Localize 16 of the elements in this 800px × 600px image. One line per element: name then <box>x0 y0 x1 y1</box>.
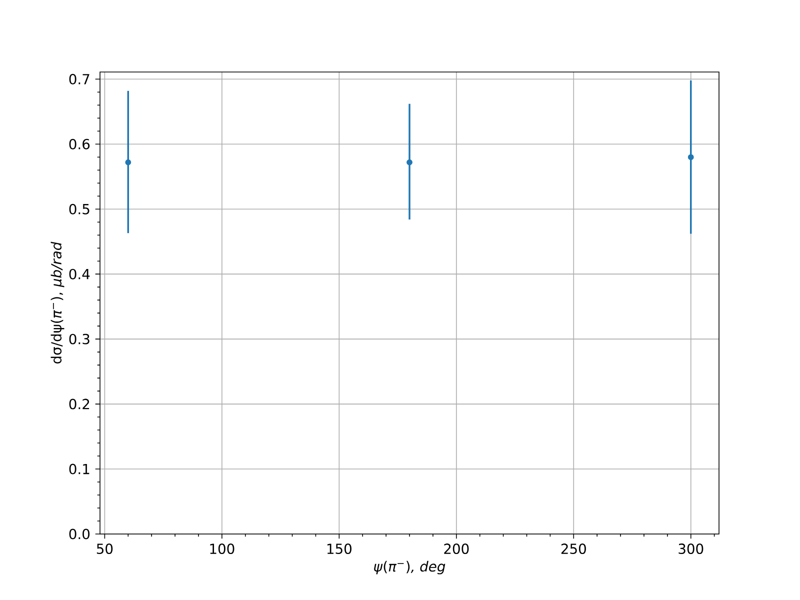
y-tick-label: 0.4 <box>69 268 90 280</box>
y-tick-label: 0.1 <box>69 464 90 474</box>
y-tick-label: 0.7 <box>69 74 90 84</box>
y-tick-label: 0.6 <box>69 138 90 150</box>
x-tick-label: 200 <box>444 544 469 554</box>
y-tick-label: 0.2 <box>69 398 90 410</box>
y-tick-label: 0.3 <box>69 334 90 344</box>
x-tick-label: 50 <box>96 544 113 554</box>
x-tick-label: 150 <box>327 544 352 554</box>
y-tick-label: 0.5 <box>69 204 90 214</box>
x-axis-title: ψ(π$^{−}$), deg <box>374 560 446 574</box>
x-tick-label: 250 <box>561 544 586 554</box>
x-tick-label: 100 <box>210 544 234 554</box>
x-tick-label: 300 <box>678 544 704 554</box>
y-axis-title: dσ/dψ(π$^{−}$), μb/rad <box>50 242 64 364</box>
y-tick-label: 0.0 <box>69 528 90 540</box>
